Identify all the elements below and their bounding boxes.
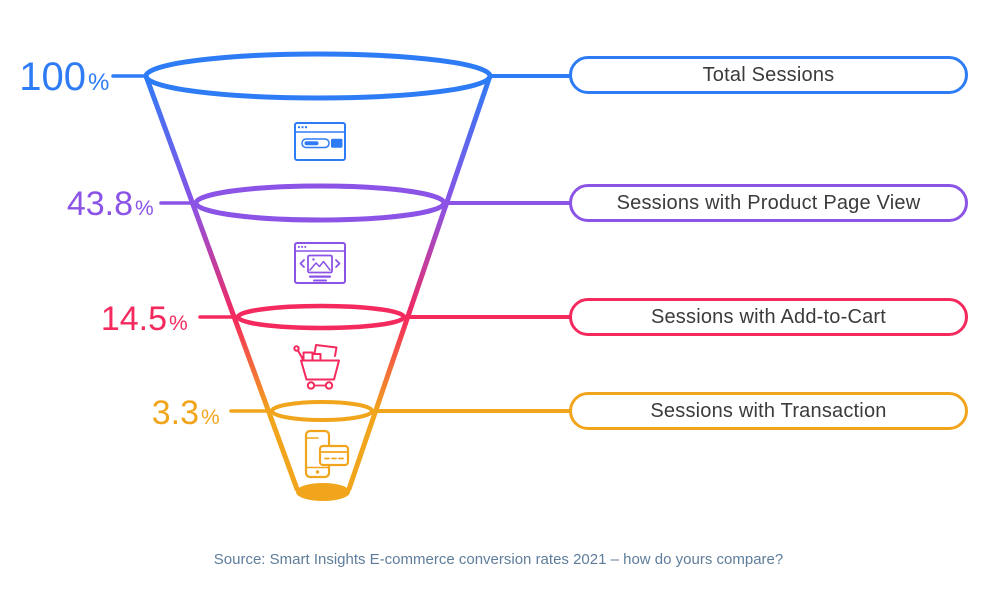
stage-pill-label: Sessions with Product Page View xyxy=(616,191,921,214)
stage-ellipse-transaction xyxy=(270,400,374,422)
mobile-payment-icon xyxy=(304,429,350,479)
percent-sign: % xyxy=(169,312,188,335)
stage-pill-add-to-cart: Sessions with Add-to-Cart xyxy=(569,298,968,336)
stage-value-number: 3.3 xyxy=(152,394,199,432)
stage-ellipse-total-sessions xyxy=(143,51,493,101)
stage-pill-label: Sessions with Transaction xyxy=(650,399,887,422)
shopping-cart-icon xyxy=(293,344,340,390)
stage-value-number: 14.5 xyxy=(101,300,167,338)
funnel-right-side xyxy=(346,73,493,492)
percent-sign: % xyxy=(201,406,220,429)
stage-ellipse-add-to-cart xyxy=(235,303,407,331)
stage-value-number: 100 xyxy=(19,55,86,99)
stage-ellipse-product-page-view xyxy=(193,183,447,223)
stage-pill-product-page-view: Sessions with Product Page View xyxy=(569,184,968,222)
source-caption: Source: Smart Insights E-commerce conver… xyxy=(213,551,784,568)
browser-window-icon xyxy=(294,122,346,161)
funnel-bottom-cap xyxy=(296,483,350,501)
stage-value-number: 43.8 xyxy=(67,185,133,223)
percent-sign: % xyxy=(88,69,109,96)
funnel-cone xyxy=(143,73,493,492)
stage-pill-transaction: Sessions with Transaction xyxy=(569,392,968,430)
percent-sign: % xyxy=(135,197,154,220)
stage-value-add-to-cart: 14.5 % xyxy=(101,300,188,338)
stage-value-total-sessions: 100 % xyxy=(19,55,109,99)
stage-pill-label: Sessions with Add-to-Cart xyxy=(650,305,887,328)
stage-pill-total-sessions: Total Sessions xyxy=(569,56,968,94)
product-page-icon xyxy=(294,242,346,284)
stage-pill-label: Total Sessions xyxy=(702,63,835,86)
stage-value-product-page-view: 43.8 % xyxy=(67,185,154,223)
funnel-left-side xyxy=(143,73,300,492)
stage-value-transaction: 3.3 % xyxy=(152,394,220,432)
